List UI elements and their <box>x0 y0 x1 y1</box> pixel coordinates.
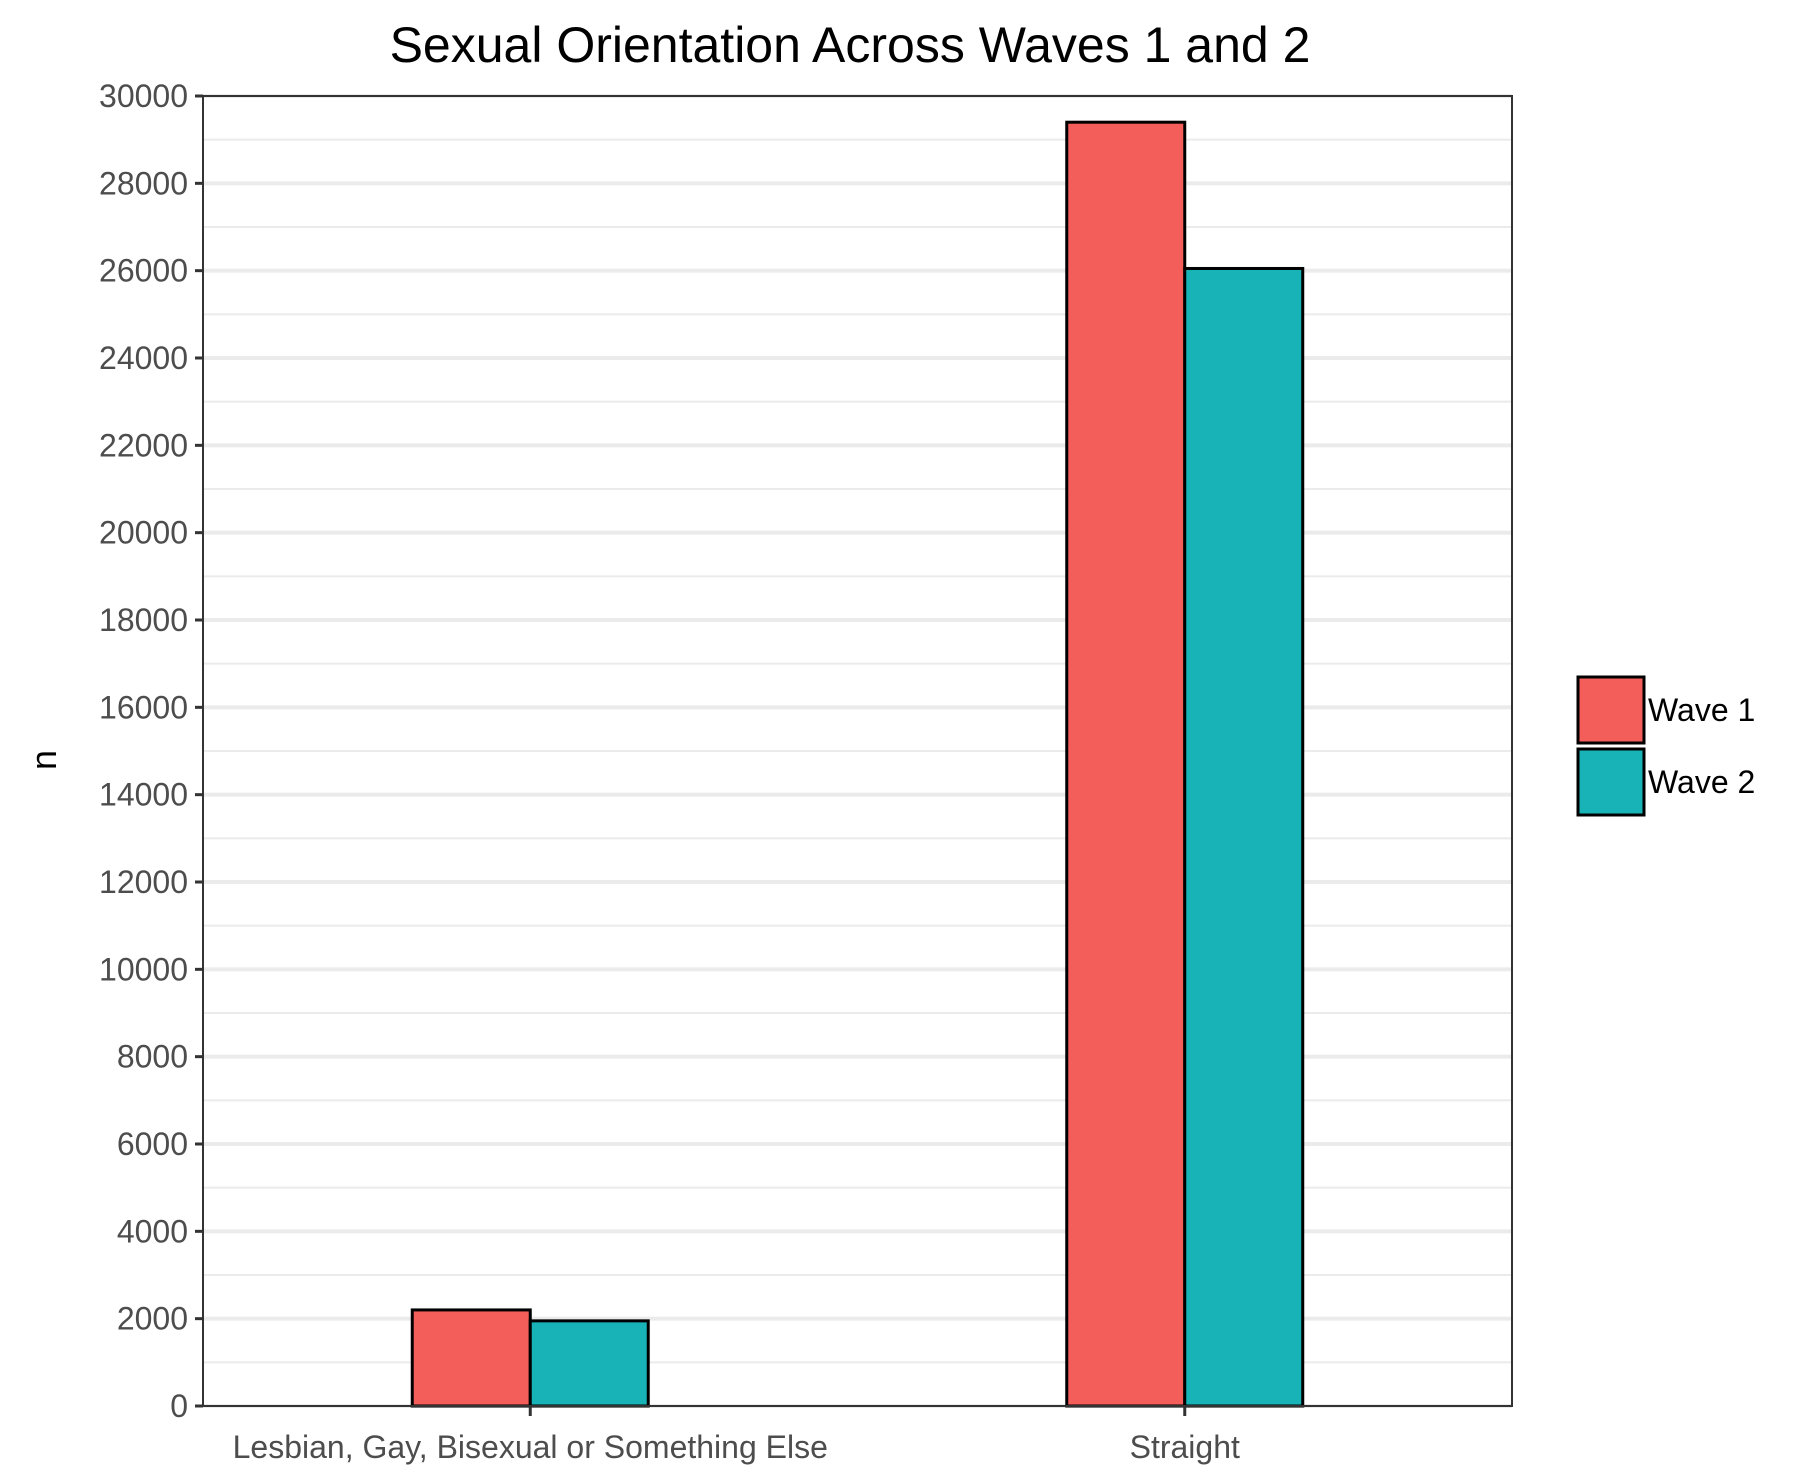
bar-wave-2-0 <box>528 1319 650 1408</box>
bars <box>410 120 1305 1408</box>
legend-key-wave-2 <box>1576 747 1646 817</box>
bar-wave-1-0 <box>410 1308 532 1408</box>
gridlines <box>203 94 1512 1408</box>
x-tick-label: Lesbian, Gay, Bisexual or Something Else <box>233 1429 828 1465</box>
y-tick-label: 26000 <box>99 253 188 289</box>
bar-wave-2-1 <box>1183 266 1305 1408</box>
chart-title: Sexual Orientation Across Waves 1 and 2 <box>390 17 1311 73</box>
y-tick-label: 6000 <box>117 1126 188 1162</box>
legend-label: Wave 2 <box>1648 764 1755 800</box>
y-axis-title: n <box>23 750 64 770</box>
y-tick-label: 30000 <box>99 78 188 114</box>
y-tick-label: 10000 <box>99 951 188 987</box>
y-tick-label: 2000 <box>117 1301 188 1337</box>
x-axis: Lesbian, Gay, Bisexual or Something Else… <box>233 1406 1240 1465</box>
legend-label: Wave 1 <box>1648 692 1755 728</box>
y-tick-label: 20000 <box>99 515 188 551</box>
y-tick-label: 18000 <box>99 602 188 638</box>
y-tick-label: 8000 <box>117 1039 188 1075</box>
y-tick-label: 0 <box>170 1388 188 1424</box>
legend-key-wave-1 <box>1576 675 1646 745</box>
y-tick-label: 12000 <box>99 864 188 900</box>
y-tick-label: 16000 <box>99 689 188 725</box>
x-tick-label: Straight <box>1130 1429 1240 1465</box>
legend: Wave 1 Wave 2 <box>1576 675 1755 817</box>
y-tick-label: 22000 <box>99 427 188 463</box>
y-tick-label: 24000 <box>99 340 188 376</box>
y-axis: 0 2000 4000 6000 8000 10000 12000 14000 16000 180… <box>99 78 203 1424</box>
y-tick-label: 14000 <box>99 777 188 813</box>
y-tick-label: 4000 <box>117 1213 188 1249</box>
plot-border <box>202 95 1513 1407</box>
y-tick-label: 28000 <box>99 165 188 201</box>
bar-wave-1-1 <box>1065 120 1187 1408</box>
